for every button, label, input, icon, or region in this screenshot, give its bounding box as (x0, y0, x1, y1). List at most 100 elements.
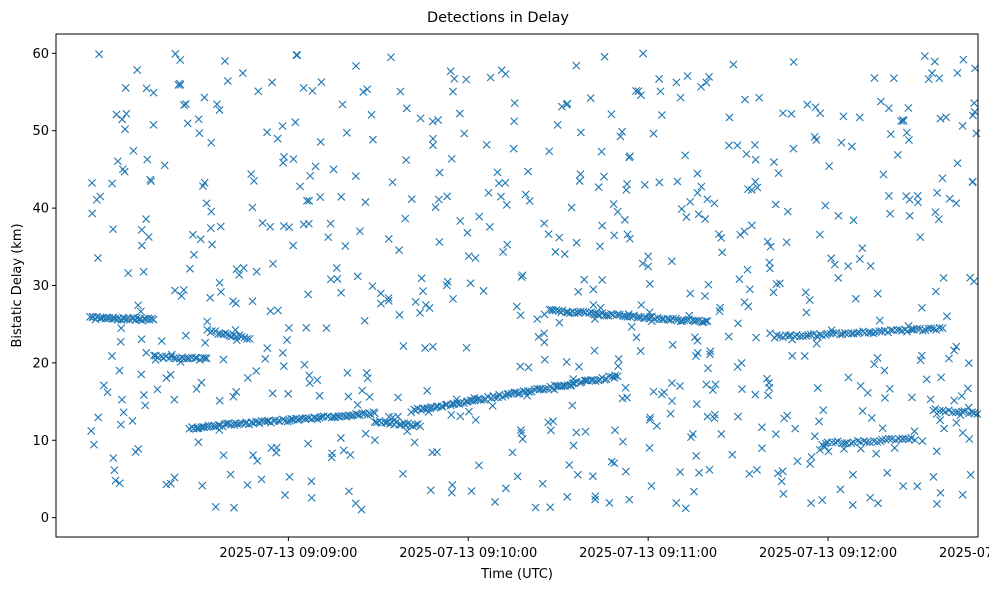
data-point-marker (591, 495, 600, 504)
data-point-marker (336, 433, 345, 442)
data-point-marker (830, 260, 839, 269)
data-point-marker (705, 465, 714, 474)
data-point-marker (289, 155, 298, 164)
data-point-marker (973, 410, 982, 419)
data-point-marker (782, 238, 791, 247)
data-point-marker (264, 417, 273, 426)
data-point-marker (873, 289, 882, 298)
data-point-marker (176, 56, 185, 64)
data-point-marker (926, 324, 935, 333)
data-point-marker (562, 100, 571, 109)
data-point-marker (300, 360, 309, 369)
data-point-marker (765, 258, 774, 267)
data-point-marker (886, 326, 895, 335)
data-point-marker (783, 207, 792, 216)
data-point-marker (591, 377, 600, 386)
data-point-marker (344, 392, 353, 401)
data-point-marker (681, 151, 690, 160)
data-point-marker (462, 343, 471, 352)
data-point-marker (239, 264, 248, 273)
data-point-marker (742, 150, 751, 159)
data-point-marker (464, 407, 473, 416)
data-point-marker (181, 100, 190, 109)
x-axis-label: Time (UTC) (480, 567, 553, 582)
data-point-marker (240, 333, 249, 342)
data-point-marker (689, 487, 698, 496)
data-point-marker (836, 485, 845, 494)
data-point-marker (802, 331, 811, 340)
data-point-marker (886, 130, 895, 139)
data-point-marker (533, 384, 542, 393)
data-point-marker (807, 453, 816, 461)
data-point-marker (272, 448, 281, 457)
data-point-marker (858, 244, 867, 253)
data-point-marker (937, 373, 946, 382)
data-point-marker (518, 271, 527, 280)
data-point-marker (769, 158, 778, 167)
data-point-marker (902, 128, 911, 137)
data-point-marker (442, 281, 451, 290)
data-point-marker (278, 348, 287, 357)
data-point-marker (848, 470, 857, 479)
data-point-marker (945, 194, 954, 203)
data-point-marker (950, 396, 959, 405)
data-point-marker (772, 280, 781, 289)
data-point-marker (221, 329, 230, 338)
data-point-marker (572, 238, 581, 247)
data-point-marker (844, 262, 853, 271)
data-point-marker (910, 427, 919, 436)
data-point-marker (401, 214, 410, 223)
data-point-marker (911, 436, 920, 444)
data-point-marker (672, 498, 681, 507)
data-point-marker (688, 429, 697, 438)
data-point-marker (695, 468, 704, 477)
data-point-marker (434, 195, 443, 204)
data-point-marker (361, 198, 370, 207)
data-point-marker (764, 391, 773, 400)
data-point-marker (858, 407, 867, 416)
data-point-marker (384, 294, 393, 302)
data-point-marker (368, 282, 377, 291)
data-point-marker (299, 83, 308, 92)
data-point-marker (343, 368, 352, 377)
data-point-marker (625, 495, 634, 504)
data-point-marker (213, 100, 221, 109)
data-point-marker (932, 499, 941, 508)
data-point-marker (692, 400, 701, 409)
data-point-marker (463, 228, 472, 237)
data-point-marker (540, 310, 549, 319)
data-point-marker (281, 491, 290, 500)
data-point-marker (87, 426, 96, 435)
data-point-marker (377, 299, 385, 308)
data-point-marker (546, 503, 555, 512)
data-point-marker (88, 209, 97, 218)
data-point-marker (112, 110, 121, 119)
data-point-marker (644, 252, 653, 261)
data-point-marker (734, 319, 743, 328)
data-point-marker (778, 109, 787, 118)
data-point-marker (596, 303, 605, 312)
data-point-marker (411, 420, 420, 429)
data-point-marker (855, 255, 864, 264)
data-point-marker (647, 481, 656, 490)
data-point-marker (516, 426, 525, 435)
data-point-marker (677, 205, 686, 214)
data-point-marker (496, 192, 505, 201)
data-point-marker (575, 362, 584, 371)
data-point-marker (703, 412, 712, 421)
data-point-marker (311, 162, 320, 171)
data-point-marker (134, 301, 143, 310)
data-point-marker (877, 327, 886, 336)
data-point-marker (613, 372, 622, 381)
data-point-marker (581, 427, 590, 436)
data-point-marker (735, 275, 744, 284)
data-point-marker (931, 208, 940, 217)
data-point-marker (916, 356, 925, 365)
data-point-marker (151, 355, 160, 364)
data-point-marker (479, 395, 488, 404)
data-point-marker (957, 392, 966, 401)
data-point-marker (765, 383, 774, 392)
data-point-marker (693, 169, 702, 178)
data-point-marker (207, 327, 216, 336)
data-point-marker (736, 230, 745, 239)
